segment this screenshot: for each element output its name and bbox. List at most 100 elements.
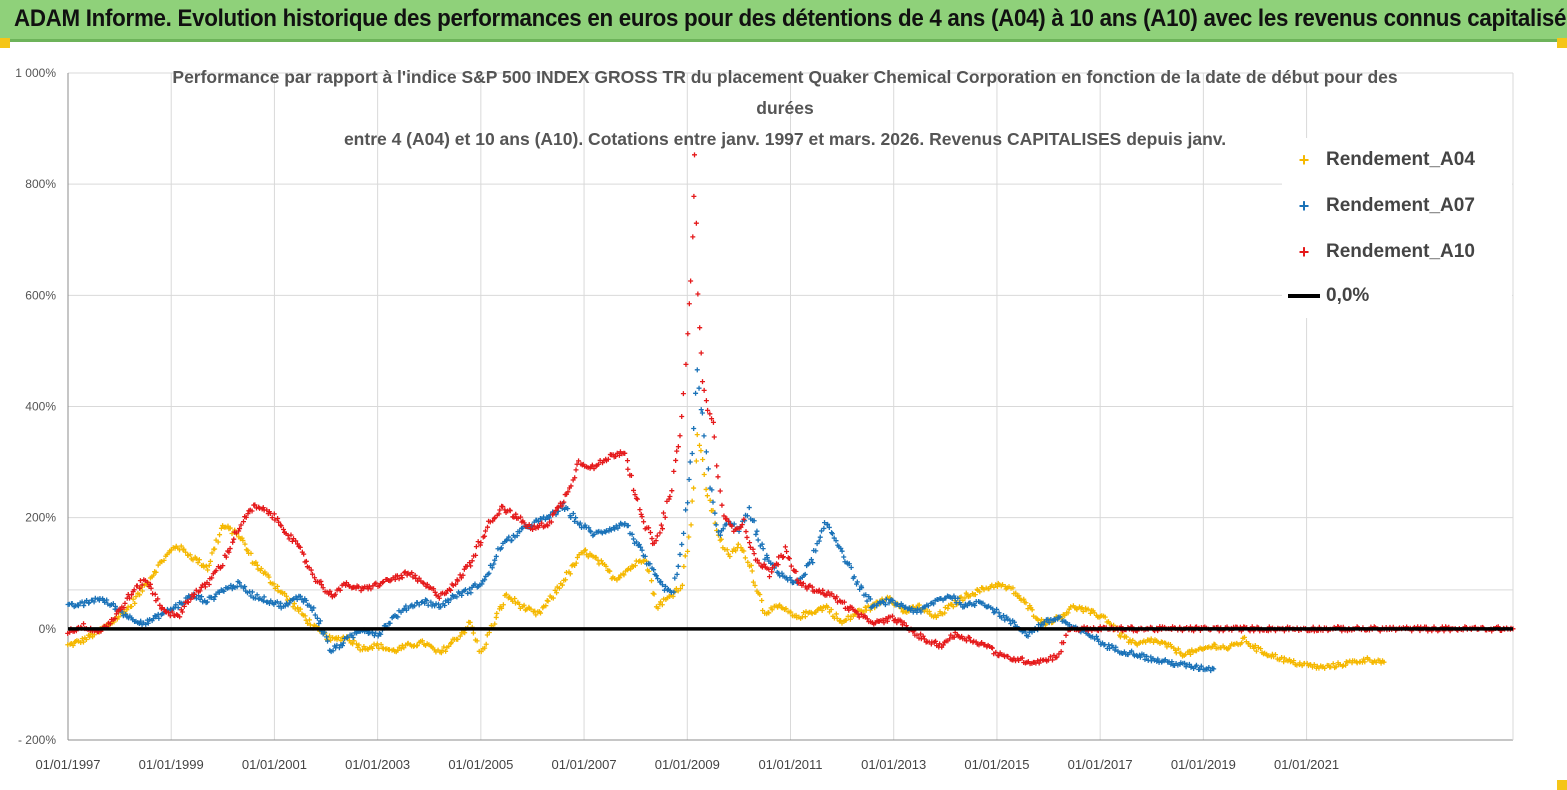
data-point: [833, 538, 839, 544]
data-point: [1272, 652, 1278, 658]
data-point: [145, 620, 151, 626]
data-point: [137, 585, 143, 591]
data-point: [838, 618, 844, 624]
data-point: [1328, 664, 1334, 670]
data-point: [746, 505, 752, 511]
data-point: [586, 525, 592, 531]
data-point: [545, 598, 551, 604]
data-point: [312, 575, 318, 581]
data-point: [500, 504, 506, 510]
banner-title: ADAM Informe. Evolution historique des p…: [14, 5, 1567, 32]
data-point: [482, 577, 488, 583]
data-point: [651, 540, 657, 546]
data-point: [619, 521, 625, 527]
data-point: [565, 489, 571, 495]
data-point: [1036, 660, 1042, 666]
data-point: [721, 513, 727, 519]
data-point: [951, 634, 957, 640]
data-point: [757, 592, 763, 598]
x-tick-label: 01/01/2021: [1274, 757, 1339, 772]
data-point: [520, 525, 526, 531]
data-point: [841, 599, 847, 605]
data-point: [1023, 600, 1029, 606]
corner-marker-right: [1557, 38, 1567, 48]
data-point: [151, 572, 157, 578]
data-point: [709, 416, 715, 422]
data-point: [901, 620, 907, 626]
data-point: [226, 549, 232, 555]
data-point: [325, 638, 331, 644]
data-point: [751, 518, 757, 524]
data-point: [133, 594, 139, 600]
data-point: [567, 571, 573, 577]
data-point: [302, 613, 308, 619]
data-point: [230, 539, 236, 545]
data-point: [209, 550, 215, 556]
data-point: [650, 590, 656, 596]
data-point: [568, 483, 574, 489]
data-point: [70, 643, 76, 649]
data-point: [113, 611, 119, 617]
data-point: [79, 636, 85, 642]
data-point: [485, 524, 491, 530]
data-point: [615, 525, 621, 531]
data-point: [961, 604, 967, 610]
data-point: [328, 637, 334, 643]
data-point: [572, 475, 578, 481]
data-point: [543, 603, 549, 609]
data-point: [818, 528, 824, 534]
data-point: [157, 602, 163, 608]
data-point: [588, 529, 594, 535]
data-point: [1063, 632, 1069, 638]
data-point: [369, 630, 375, 636]
corner-marker-bottom-right: [1557, 780, 1567, 790]
data-point: [593, 554, 599, 560]
data-point: [351, 638, 357, 644]
data-point: [187, 552, 193, 558]
data-point: [725, 518, 731, 524]
data-point: [751, 551, 757, 557]
data-point: [517, 529, 523, 535]
data-point: [432, 589, 438, 595]
data-point: [701, 433, 707, 439]
data-point: [649, 536, 655, 542]
data-point: [966, 635, 972, 641]
data-point: [238, 522, 244, 528]
data-point: [358, 588, 364, 594]
data-point: [996, 610, 1002, 616]
data-point: [674, 448, 680, 454]
data-point: [196, 557, 202, 563]
data-point: [138, 618, 144, 624]
data-point: [915, 606, 921, 612]
data-point: [1186, 648, 1192, 654]
data-point: [889, 613, 895, 619]
data-point: [814, 541, 820, 547]
data-point: [212, 594, 218, 600]
data-point: [320, 585, 326, 591]
data-point: [851, 574, 857, 580]
data-point: [1258, 646, 1264, 652]
data-point: [940, 642, 946, 648]
data-point: [489, 565, 495, 571]
data-point: [221, 588, 227, 594]
data-point: [689, 450, 695, 456]
data-point: [710, 419, 716, 425]
data-point: [681, 564, 687, 570]
data-point: [509, 537, 515, 543]
data-point: [683, 507, 689, 513]
data-point: [521, 602, 527, 608]
data-point: [813, 548, 819, 554]
data-point: [1018, 597, 1024, 603]
y-tick-label: 1 000%: [15, 66, 56, 80]
data-point: [642, 553, 648, 559]
data-point: [282, 603, 288, 609]
data-point: [867, 607, 873, 613]
data-point: [1091, 610, 1097, 616]
data-point: [533, 612, 539, 618]
data-point: [791, 579, 797, 585]
data-point: [486, 629, 492, 635]
data-point: [512, 600, 518, 606]
data-point: [822, 520, 828, 526]
data-point: [703, 486, 709, 492]
data-point: [380, 579, 386, 585]
